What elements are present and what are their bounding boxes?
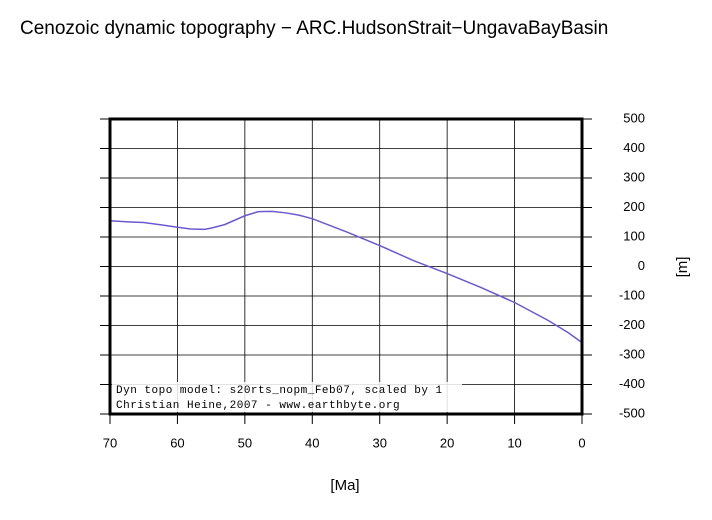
annotation-box bbox=[112, 382, 462, 412]
y-tick-label: 400 bbox=[623, 140, 645, 155]
y-tick-label: 500 bbox=[623, 110, 645, 125]
chart-title: Cenozoic dynamic topography − ARC.Hudson… bbox=[20, 18, 608, 39]
annotation: Christian Heine,2007 - www.earthbyte.org bbox=[116, 400, 400, 412]
y-tick-label: -200 bbox=[619, 317, 645, 332]
y-tick-label: 0 bbox=[638, 258, 645, 273]
x-tick-label: 50 bbox=[238, 435, 252, 450]
x-tick-label: 30 bbox=[372, 435, 386, 450]
x-tick-label: 10 bbox=[507, 435, 521, 450]
x-tick-label: 0 bbox=[578, 435, 585, 450]
y-tick-label: -400 bbox=[619, 376, 645, 391]
y-tick-label: 300 bbox=[623, 169, 645, 184]
annotation: Dyn topo model: s20rts_nopm_Feb07, scale… bbox=[116, 385, 443, 397]
y-axis-label: [m] bbox=[674, 257, 691, 278]
data-line bbox=[109, 210, 583, 344]
x-tick-label: 40 bbox=[305, 435, 319, 450]
x-tick-label: 60 bbox=[170, 435, 184, 450]
x-tick-label: 20 bbox=[440, 435, 454, 450]
y-tick-label: -300 bbox=[619, 346, 645, 361]
plot-frame bbox=[108, 117, 584, 416]
y-tick-label: -500 bbox=[619, 405, 645, 420]
y-tick-label: 100 bbox=[623, 228, 645, 243]
x-tick-label: 70 bbox=[103, 435, 117, 450]
x-axis-label: [Ma] bbox=[330, 477, 359, 494]
y-tick-label: -100 bbox=[619, 287, 645, 302]
y-tick-label: 200 bbox=[623, 199, 645, 214]
